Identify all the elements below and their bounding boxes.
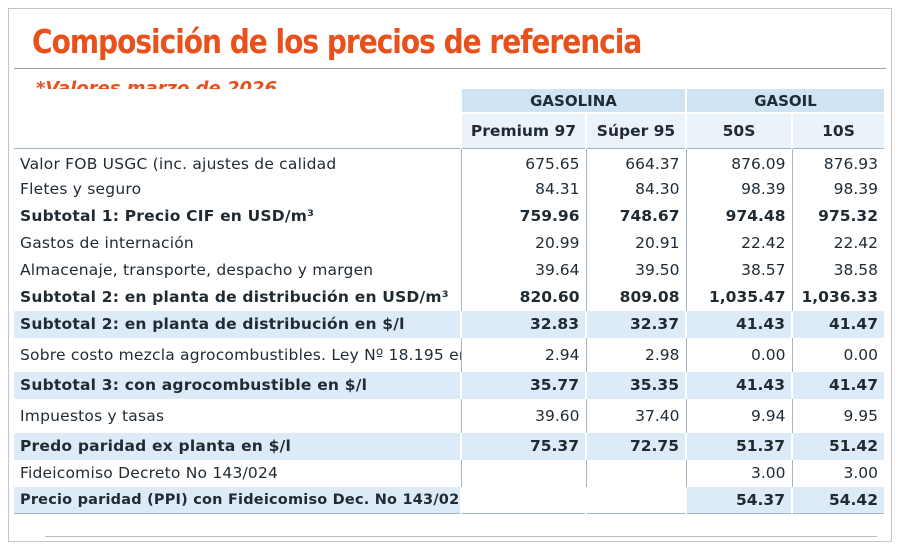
cell-value: 975.32	[791, 202, 884, 230]
cell-value	[585, 459, 686, 487]
subtotal-row: Precio paridad (PPI) con Fideicomiso Dec…	[14, 486, 884, 514]
row-label: Subtotal 3: con agrocombustible en $/l	[14, 371, 461, 399]
cell-value: 3.00	[685, 459, 792, 487]
cell-value: 876.93	[791, 148, 884, 176]
row-label: Almacenaje, transporte, despacho y marge…	[20, 261, 374, 279]
header-blank	[14, 89, 461, 113]
cell-value: 72.75	[585, 432, 686, 460]
row-label: Fideicomiso Decreto No 143/024	[20, 464, 279, 482]
price-table: GASOLINA GASOIL Premium 97 Súper 95 50S …	[14, 89, 884, 514]
row-label: Subtotal 2: en planta de distribución en…	[20, 288, 449, 306]
cell-value: 54.42	[791, 486, 884, 514]
subtotal-row: Predo paridad ex planta en $/l 75.37 72.…	[14, 432, 884, 460]
row-label: Impuestos y tasas	[20, 406, 165, 425]
cell-value: 41.47	[791, 371, 884, 399]
row-label: Subtotal 2: en planta de distribución en…	[14, 310, 461, 338]
group-gasoil: GASOIL	[685, 89, 884, 113]
cell-value: 0.00	[685, 337, 792, 372]
cell-value: 39.60	[460, 398, 586, 433]
cell-value: 98.39	[791, 175, 884, 203]
column-header: 50S	[685, 112, 792, 149]
cell-value: 39.50	[585, 256, 686, 284]
cell-value: 0.00	[791, 337, 884, 372]
subtotal-row: Subtotal 2: en planta de distribución en…	[14, 310, 884, 338]
row-label: Subtotal 1: Precio CIF en USD/m³	[20, 207, 315, 225]
header-blank	[14, 113, 461, 149]
cell-value: 809.08	[585, 283, 686, 311]
cell-value	[460, 459, 586, 487]
cell-value: 41.43	[685, 310, 792, 338]
cell-value: 38.57	[685, 256, 792, 284]
column-header: 10S	[791, 112, 884, 149]
cell-value: 37.40	[585, 398, 686, 433]
table-row: Almacenaje, transporte, despacho y marge…	[14, 256, 884, 284]
cell-value: 22.42	[685, 229, 792, 257]
subtotal-row: Subtotal 3: con agrocombustible en $/l 3…	[14, 371, 884, 399]
column-header: Premium 97	[460, 112, 586, 149]
cell-value: 675.65	[460, 148, 586, 176]
group-gasolina: GASOLINA	[460, 89, 686, 113]
cell-value: 664.37	[585, 148, 686, 176]
row-label: Precio paridad (PPI) con Fideicomiso Dec…	[14, 486, 461, 514]
group-header-row: GASOLINA GASOIL	[14, 89, 884, 113]
cell-value: 51.37	[685, 432, 792, 460]
cell-value: 20.91	[585, 229, 686, 257]
cell-value: 98.39	[685, 175, 792, 203]
subtotal-row: Subtotal 2: en planta de distribución en…	[14, 283, 884, 311]
column-header-row: Premium 97 Súper 95 50S 10S	[14, 112, 884, 149]
table-row: Valor FOB USGC (inc. ajustes de calidad …	[14, 148, 884, 176]
table-row: Fideicomiso Decreto No 143/024 3.00 3.00	[14, 459, 884, 487]
cell-value: 9.94	[685, 398, 792, 433]
table-row: Sobre costo mezcla agrocombustibles. Ley…	[14, 337, 884, 372]
row-label: Gastos de internación	[20, 234, 194, 252]
cell-value: 759.96	[460, 202, 586, 230]
table-row: Gastos de internación 20.99 20.91 22.42 …	[14, 229, 884, 257]
cell-value: 39.64	[460, 256, 586, 284]
column-header: Súper 95	[585, 112, 686, 149]
cell-value	[460, 486, 586, 514]
bottom-divider	[45, 536, 877, 537]
cell-value: 748.67	[585, 202, 686, 230]
cell-value: 51.42	[791, 432, 884, 460]
row-label: Predo paridad ex planta en $/l	[14, 432, 461, 460]
table-row: Fletes y seguro 84.31 84.30 98.39 98.39	[14, 175, 884, 203]
row-label: Valor FOB USGC (inc. ajustes de calidad	[14, 148, 461, 176]
cell-value: 41.47	[791, 310, 884, 338]
row-label: Fletes y seguro	[20, 180, 142, 198]
cell-value: 876.09	[685, 148, 792, 176]
cell-value: 35.77	[460, 371, 586, 399]
cell-value: 41.43	[685, 371, 792, 399]
title-divider	[14, 68, 886, 69]
cell-value: 35.35	[585, 371, 686, 399]
cell-value: 54.37	[685, 486, 792, 514]
cell-value: 38.58	[791, 256, 884, 284]
cell-value: 3.00	[791, 459, 884, 487]
cell-value: 84.30	[585, 175, 686, 203]
cell-value: 1,035.47	[685, 283, 792, 311]
cell-value: 820.60	[460, 283, 586, 311]
cell-value: 2.94	[460, 337, 586, 372]
cell-value: 1,036.33	[791, 283, 884, 311]
cell-value: 32.37	[585, 310, 686, 338]
cell-value: 75.37	[460, 432, 586, 460]
cell-value: 22.42	[791, 229, 884, 257]
cell-value: 974.48	[685, 202, 792, 230]
row-label: Sobre costo mezcla agrocombustibles. Ley…	[20, 345, 461, 364]
cell-value: 84.31	[460, 175, 586, 203]
subtotal-row: Subtotal 1: Precio CIF en USD/m³ 759.96 …	[14, 202, 884, 230]
cell-value: 9.95	[791, 398, 884, 433]
cell-value: 32.83	[460, 310, 586, 338]
cell-value: 2.98	[585, 337, 686, 372]
cell-value	[585, 486, 686, 514]
table-row: Impuestos y tasas 39.60 37.40 9.94 9.95	[14, 398, 884, 433]
cell-value: 20.99	[460, 229, 586, 257]
page-title: Composición de los precios de referencia	[32, 22, 642, 61]
